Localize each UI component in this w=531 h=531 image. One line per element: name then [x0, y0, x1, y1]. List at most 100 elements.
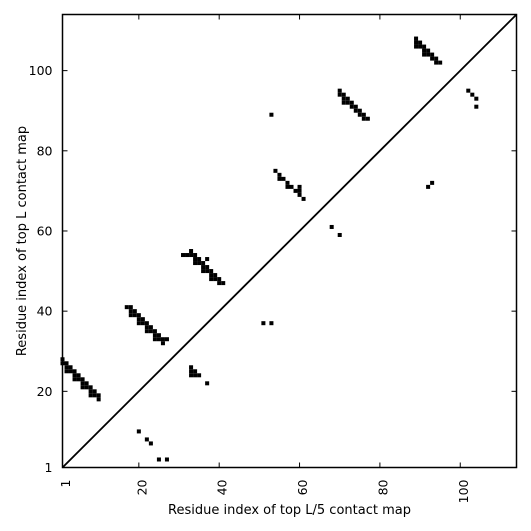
contact-point	[124, 305, 129, 310]
contact-point	[64, 365, 69, 370]
contact-point	[277, 172, 282, 177]
x-tick-label: 40	[215, 479, 230, 495]
contact-point	[88, 393, 93, 398]
contact-point	[193, 257, 198, 262]
contact-point	[285, 184, 290, 189]
contact-point	[68, 369, 73, 374]
contact-point	[84, 385, 89, 390]
contact-point	[72, 369, 77, 374]
contact-point	[357, 108, 362, 113]
contact-point	[189, 373, 194, 378]
contact-point	[430, 52, 435, 57]
contact-point	[197, 373, 202, 378]
x-axis-title: Residue index of top L/5 contact map	[168, 503, 411, 518]
contact-point	[144, 325, 149, 330]
contact-point	[193, 369, 198, 374]
contact-point	[426, 48, 431, 53]
contact-point	[148, 329, 153, 334]
y-tick-label: 1	[45, 460, 53, 475]
contact-point	[132, 309, 137, 314]
x-tick-label: 60	[295, 479, 310, 495]
contact-point	[414, 40, 419, 45]
contact-point	[189, 369, 194, 374]
contact-point	[68, 365, 73, 370]
diagonal-line	[61, 13, 518, 469]
contact-point	[136, 317, 141, 322]
contact-point	[152, 329, 157, 334]
contact-point	[357, 112, 362, 117]
contact-point	[349, 104, 354, 109]
contact-point	[160, 337, 165, 342]
contact-point	[353, 104, 358, 109]
x-tick-label: 1	[58, 480, 73, 488]
contact-point	[201, 261, 206, 266]
y-tick-label: 100	[29, 63, 53, 78]
contact-point	[96, 393, 101, 398]
contact-point	[205, 269, 210, 274]
contact-point	[76, 377, 81, 382]
contact-point	[181, 253, 186, 258]
contact-point	[80, 377, 85, 382]
y-tick-label: 80	[37, 143, 53, 158]
contact-point	[285, 180, 290, 185]
contact-point	[197, 261, 202, 266]
contact-point	[422, 52, 427, 57]
x-tick-label: 20	[134, 479, 149, 495]
contact-point	[470, 92, 475, 97]
contact-point	[301, 196, 306, 201]
contact-point	[128, 313, 133, 318]
contact-point	[136, 321, 141, 326]
y-tick-label: 40	[37, 304, 53, 319]
contact-point	[189, 365, 194, 370]
contact-point	[217, 277, 222, 282]
contact-point	[128, 309, 133, 314]
contact-point	[422, 48, 427, 53]
contact-point	[140, 321, 145, 326]
contact-point	[289, 184, 294, 189]
contact-point	[88, 385, 93, 390]
contact-point	[341, 92, 346, 97]
contact-point	[414, 44, 419, 49]
contact-point	[152, 333, 157, 338]
contact-point	[438, 60, 443, 65]
contact-point	[361, 116, 366, 121]
x-tick-label: 100	[456, 479, 471, 503]
contact-point	[474, 104, 479, 109]
contact-point	[193, 253, 198, 258]
contact-point	[189, 253, 194, 258]
contact-point	[277, 176, 282, 181]
contact-point	[197, 257, 202, 262]
contact-point	[156, 457, 161, 462]
contact-point	[88, 389, 93, 394]
contact-point	[92, 389, 97, 394]
contact-point	[297, 192, 302, 197]
contact-point	[84, 381, 89, 386]
contact-point	[201, 265, 206, 270]
contact-point	[156, 337, 161, 342]
contact-point	[80, 381, 85, 386]
contact-point	[213, 273, 218, 278]
contact-point	[205, 381, 210, 386]
contact-point	[269, 112, 274, 117]
contact-point	[297, 184, 302, 189]
contact-point	[221, 281, 226, 286]
contact-point	[96, 397, 101, 402]
contact-point	[414, 36, 419, 41]
contact-point	[136, 429, 141, 434]
contact-point	[349, 100, 354, 105]
contact-point	[144, 437, 149, 442]
contact-point	[430, 56, 435, 61]
y-tick-label: 60	[37, 223, 53, 238]
contact-point	[426, 184, 431, 189]
contact-point	[418, 40, 423, 45]
contact-point	[273, 168, 278, 173]
contact-point	[72, 377, 77, 382]
contact-point	[434, 60, 439, 65]
contact-point	[128, 305, 133, 310]
contact-point	[148, 441, 153, 446]
contact-point	[140, 317, 145, 322]
contact-point	[201, 269, 206, 274]
contact-point	[345, 96, 350, 101]
contact-point	[189, 249, 194, 254]
